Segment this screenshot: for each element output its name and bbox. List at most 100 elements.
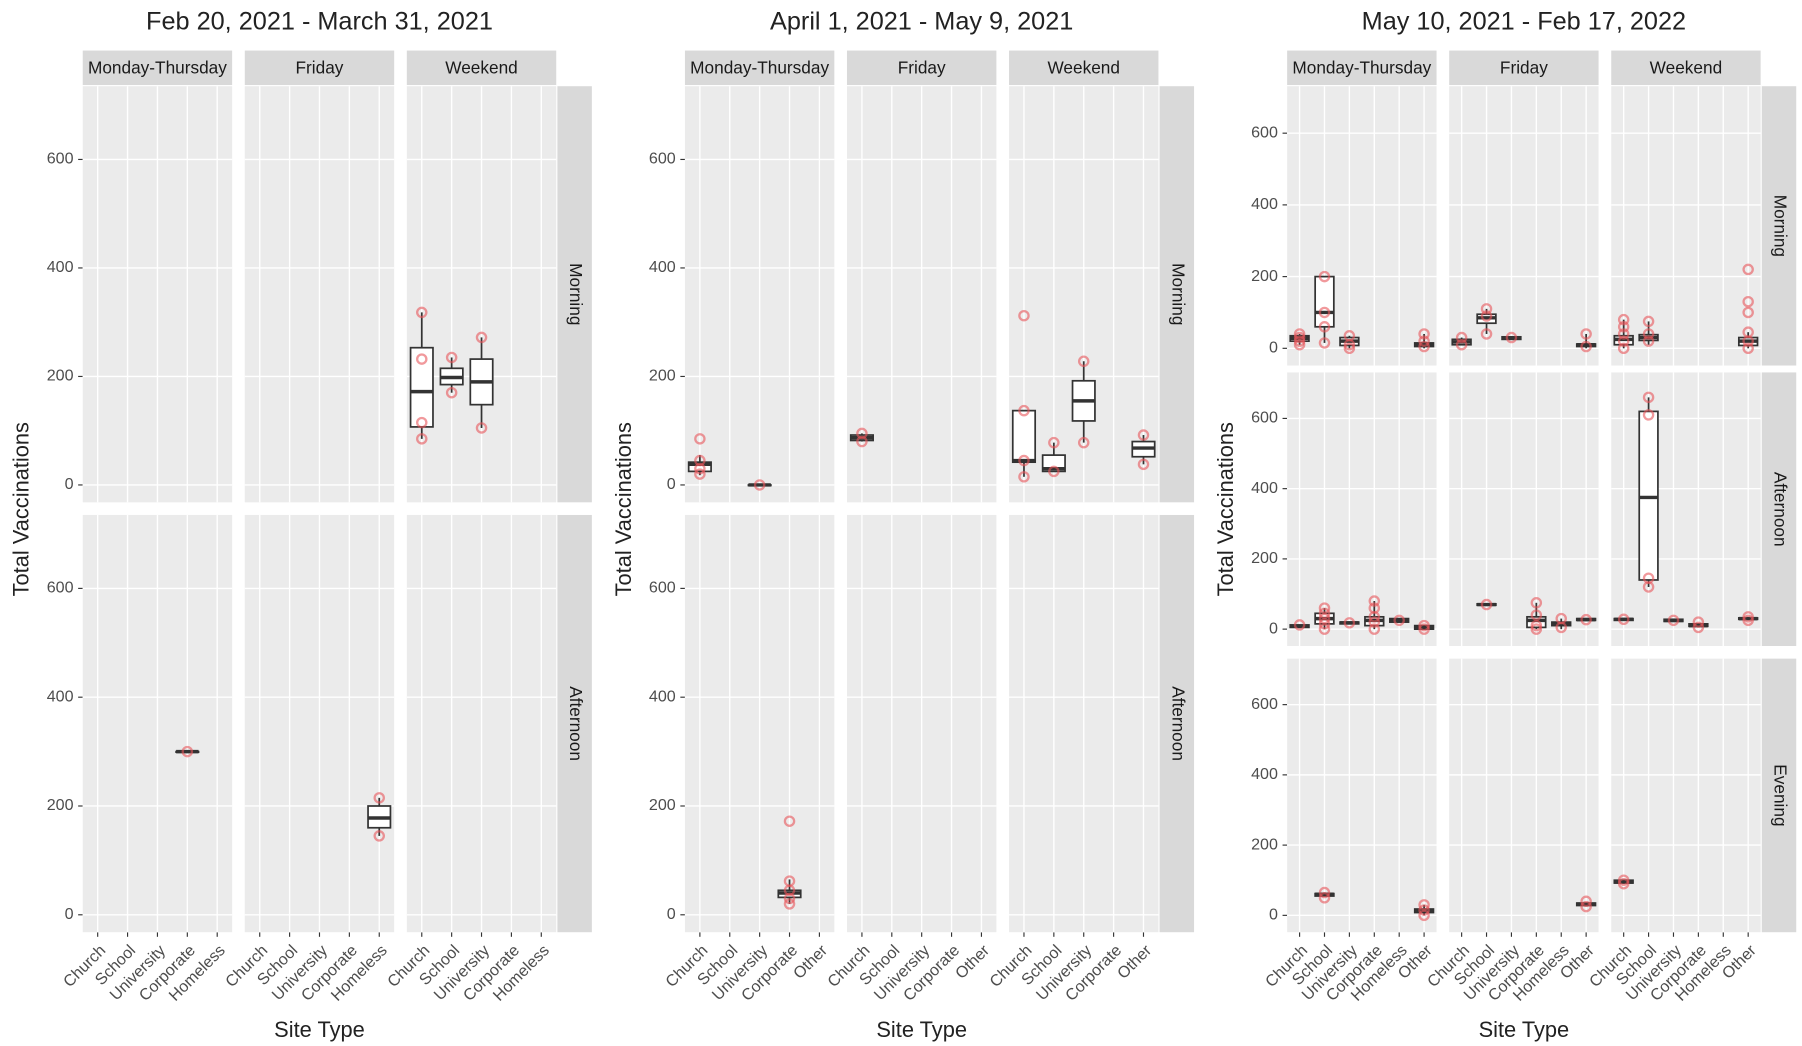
point xyxy=(694,462,706,475)
point xyxy=(1318,623,1331,635)
y-tick-label: 200 xyxy=(649,796,676,814)
point xyxy=(1137,458,1150,471)
point xyxy=(416,306,428,319)
column-strip-label: Weekend xyxy=(1650,58,1722,78)
point xyxy=(1580,613,1592,626)
point xyxy=(1418,340,1430,353)
point xyxy=(1617,335,1630,347)
point xyxy=(1318,612,1331,625)
panel xyxy=(1287,658,1437,933)
panel xyxy=(1611,658,1761,933)
point xyxy=(1293,619,1306,631)
row-strip-label: Morning xyxy=(566,263,586,325)
column-strip-label: Monday-Thursday xyxy=(690,58,829,78)
point xyxy=(1580,900,1592,913)
point xyxy=(373,792,385,804)
point xyxy=(1018,454,1030,467)
point xyxy=(1617,877,1630,890)
point xyxy=(1617,321,1630,333)
point xyxy=(1642,335,1655,347)
row-strip xyxy=(1159,86,1195,503)
column-strip-label: Weekend xyxy=(1047,58,1119,78)
point xyxy=(1418,899,1430,911)
row-strip xyxy=(557,86,592,503)
point xyxy=(1293,331,1306,344)
point xyxy=(1368,611,1381,623)
panel xyxy=(1287,86,1437,366)
point xyxy=(373,830,385,842)
point xyxy=(1617,874,1630,886)
y-tick-label: 0 xyxy=(65,905,74,923)
point xyxy=(1455,338,1468,351)
point xyxy=(181,745,194,758)
x-axis-label: Site Type xyxy=(274,1017,365,1042)
point xyxy=(1293,335,1306,347)
y-tick-label: 0 xyxy=(1269,339,1278,357)
column-strip xyxy=(1611,50,1761,86)
point xyxy=(1455,331,1468,344)
point xyxy=(856,435,868,448)
column-strip-label: Friday xyxy=(1500,58,1548,78)
point xyxy=(445,351,458,364)
point xyxy=(1368,623,1381,635)
point xyxy=(1742,614,1754,627)
point xyxy=(416,353,428,365)
point xyxy=(1077,436,1090,449)
y-tick-label: 0 xyxy=(667,905,676,923)
point xyxy=(1742,611,1754,623)
point xyxy=(1530,619,1543,632)
y-tick-label: 600 xyxy=(47,579,74,597)
point xyxy=(1617,313,1630,326)
point xyxy=(1742,306,1754,319)
point xyxy=(1048,465,1060,478)
point xyxy=(1742,295,1754,308)
y-tick-label: 400 xyxy=(47,258,74,276)
point xyxy=(1580,895,1592,908)
panel xyxy=(1449,372,1599,646)
point xyxy=(1318,618,1331,630)
point xyxy=(1318,321,1331,333)
column-strip xyxy=(82,50,233,86)
x-tick-label: Other xyxy=(1114,941,1156,983)
y-tick-label: 400 xyxy=(1251,479,1278,497)
point xyxy=(1343,342,1356,355)
y-tick-label: 600 xyxy=(649,150,676,168)
column-strip-label: Friday xyxy=(296,58,344,78)
point xyxy=(475,331,488,344)
y-axis-label: Total Vaccinations xyxy=(9,422,34,596)
point xyxy=(783,815,796,827)
point xyxy=(1617,328,1630,340)
row-strip xyxy=(557,514,592,933)
y-tick-label: 200 xyxy=(1251,267,1278,285)
panel xyxy=(1287,372,1437,646)
point xyxy=(1530,609,1543,621)
x-axis-label: Site Type xyxy=(1479,1017,1570,1042)
y-tick-label: 600 xyxy=(1251,123,1278,141)
point xyxy=(1343,338,1356,351)
point xyxy=(1018,471,1030,483)
point xyxy=(1393,614,1405,627)
point xyxy=(1642,409,1655,421)
y-tick-label: 600 xyxy=(1251,695,1278,713)
y-axis-label: Total Vaccinations xyxy=(611,422,636,596)
point xyxy=(1318,270,1331,283)
panel xyxy=(1611,372,1761,646)
point xyxy=(1742,342,1754,355)
point xyxy=(694,433,706,445)
column-strip xyxy=(1287,50,1437,86)
row-strip xyxy=(1761,372,1797,646)
column-strip-label: Monday-Thursday xyxy=(88,58,227,78)
point xyxy=(1293,338,1306,351)
column-strip-label: Monday-Thursday xyxy=(1292,58,1431,78)
point xyxy=(1742,263,1754,276)
point xyxy=(1742,335,1754,347)
column-strip xyxy=(684,50,835,86)
point xyxy=(1642,315,1655,328)
point xyxy=(694,468,706,480)
y-tick-label: 200 xyxy=(47,796,74,814)
y-tick-label: 200 xyxy=(649,367,676,385)
point xyxy=(1692,621,1705,634)
box xyxy=(409,346,434,428)
point xyxy=(1368,616,1381,628)
